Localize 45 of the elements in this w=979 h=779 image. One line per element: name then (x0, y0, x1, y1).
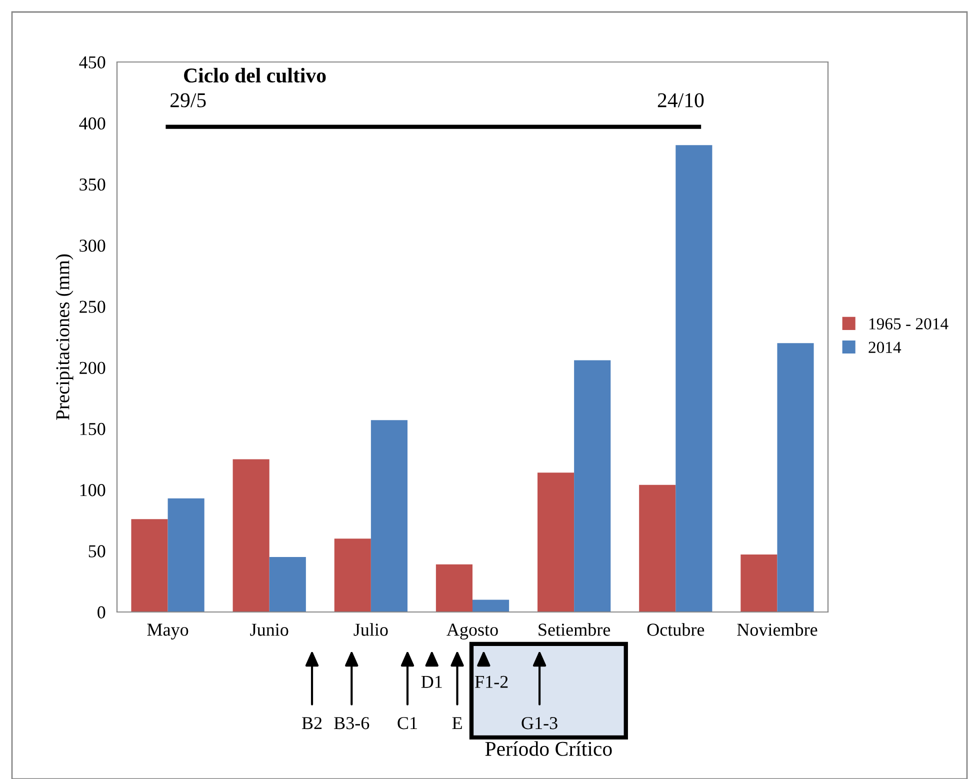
bar (334, 538, 371, 612)
x-tick-label: Julio (354, 623, 388, 636)
x-tick-label: Mayo (147, 624, 188, 640)
y-tick-label: 150 (80, 422, 106, 436)
x-tick-label: Junio (250, 624, 288, 636)
bar (538, 472, 574, 612)
text: G1-3 (522, 717, 558, 730)
text: B2 (302, 717, 322, 730)
y-tick-label: 200 (80, 362, 106, 374)
y-tick-label: 250 (80, 300, 106, 313)
text: D1 (421, 676, 442, 688)
x-tick-label: Octubre (647, 623, 704, 636)
y-axis-title: Precipitaciones (mm) (56, 254, 74, 420)
y-tick-label: 0 (98, 606, 106, 618)
y-tick-label: 400 (79, 117, 106, 130)
bar (639, 484, 676, 612)
bar (472, 600, 510, 612)
bar (131, 519, 168, 612)
y-tick-label: 50 (88, 545, 106, 558)
y-tick-label: 450 (79, 56, 106, 68)
legend-label: 1965 - 2014 (869, 318, 948, 330)
annotation: Ciclo del cultivo (184, 68, 326, 83)
bar (777, 343, 814, 612)
bar (574, 360, 611, 612)
y-tick-label: 300 (80, 240, 106, 252)
annotation: 24/10 (658, 93, 704, 108)
text: F1-2 (475, 676, 508, 688)
text: E (452, 717, 462, 730)
legend-label: 2014 (868, 342, 902, 353)
bar (370, 420, 408, 612)
bar (168, 498, 204, 612)
annotation: 29/5 (170, 93, 206, 108)
y-tick-label: 350 (80, 178, 106, 191)
bar (269, 557, 306, 612)
x-tick-label: Noviembre (737, 623, 818, 636)
text: C1 (398, 717, 417, 730)
bar (676, 145, 712, 612)
bar (436, 564, 472, 612)
x-tick-label: Setiembre (538, 623, 610, 636)
bar (740, 554, 778, 612)
bar (232, 459, 270, 612)
text: B3-6 (334, 717, 370, 730)
y-tick-label: 100 (80, 484, 106, 496)
text: Período Crítico (485, 741, 612, 756)
x-tick-label: Agosto (446, 624, 498, 640)
